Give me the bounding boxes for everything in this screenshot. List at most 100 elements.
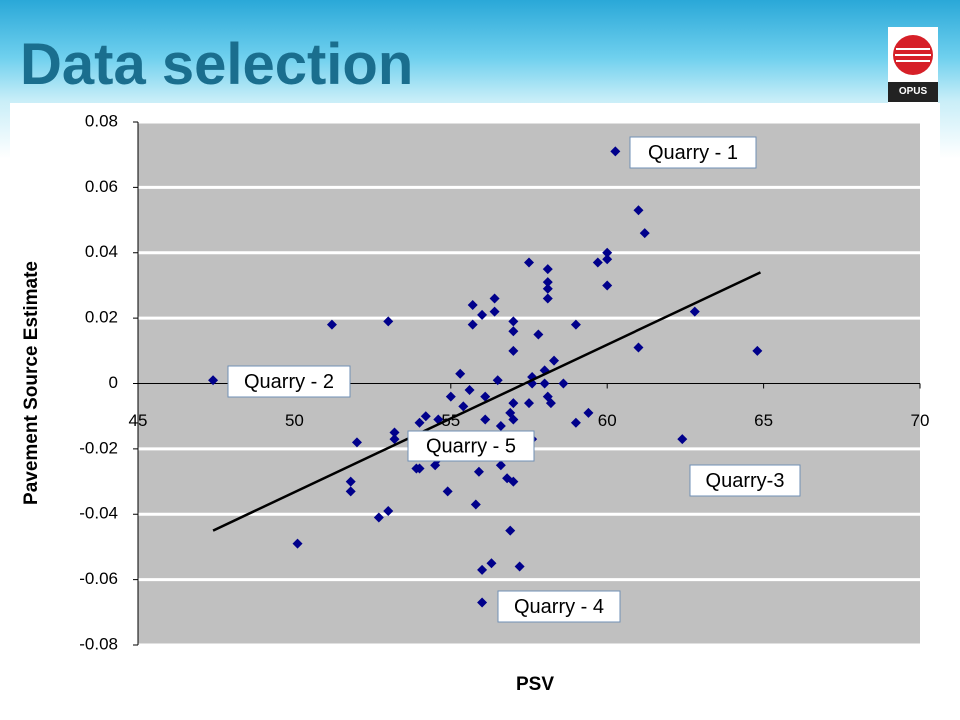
point: [455, 368, 466, 379]
y-axis-label: Pavement Source Estimate: [21, 261, 42, 505]
annotation: Quarry-3: [706, 470, 785, 492]
point: [505, 525, 516, 536]
point: [467, 300, 478, 311]
point: [495, 460, 506, 471]
point: [549, 355, 560, 366]
point: [389, 434, 400, 445]
y-tick-label: 0.04: [85, 242, 118, 261]
point: [442, 486, 453, 497]
point: [633, 205, 644, 216]
annotation-box: [227, 365, 351, 398]
point: [445, 391, 456, 402]
point: [464, 385, 475, 396]
point: [508, 414, 519, 425]
logo-icon: [893, 35, 933, 75]
annotation-box: [497, 590, 621, 623]
y-tick-label: -0.06: [79, 569, 118, 588]
annotation: Quarry - 5: [426, 435, 516, 457]
point: [508, 326, 519, 337]
point: [602, 247, 613, 258]
point: [470, 499, 481, 510]
point: [326, 319, 337, 330]
point: [458, 401, 469, 412]
x-axis-label: PSV: [516, 674, 554, 695]
point: [508, 345, 519, 356]
point: [558, 378, 569, 389]
x-tick-label: 70: [911, 411, 930, 430]
point: [480, 391, 491, 402]
point: [542, 293, 553, 304]
annotation: Quarry - 2: [244, 371, 334, 393]
point: [489, 293, 500, 304]
annotation-box: [689, 464, 801, 497]
y-tick-label: 0.06: [85, 177, 118, 196]
annotation: Quarry - 4: [514, 596, 604, 618]
point: [570, 319, 581, 330]
point: [477, 309, 488, 320]
annotation-box: [407, 430, 535, 462]
point: [583, 407, 594, 418]
point: [633, 342, 644, 353]
point: [489, 306, 500, 317]
point: [486, 558, 497, 569]
y-tick-label: -0.04: [79, 504, 118, 523]
point: [508, 476, 519, 487]
point: [570, 417, 581, 428]
trendline: [212, 271, 762, 532]
point: [477, 597, 488, 608]
point: [373, 512, 384, 523]
point: [467, 319, 478, 330]
annotation: Quarry - 1: [648, 142, 738, 164]
point: [639, 228, 650, 239]
point: [545, 398, 556, 409]
point: [383, 316, 394, 327]
point: [477, 564, 488, 575]
y-tick-label: -0.08: [79, 634, 118, 653]
y-tick-label: 0.08: [85, 111, 118, 130]
y-tick-label: -0.02: [79, 438, 118, 457]
point: [539, 378, 550, 389]
point: [610, 146, 621, 157]
point: [495, 420, 506, 431]
slide-title: Data selection: [20, 32, 414, 97]
point: [602, 254, 613, 265]
point: [473, 466, 484, 477]
logo-text: OPUS: [888, 82, 938, 102]
point: [542, 283, 553, 294]
x-tick-label: 45: [129, 411, 148, 430]
x-tick-label: 50: [285, 411, 304, 430]
point: [508, 398, 519, 409]
y-tick-label: 0: [109, 373, 118, 392]
point: [514, 561, 525, 572]
point: [414, 417, 425, 428]
y-tick-label: 0.02: [85, 308, 118, 327]
point: [542, 264, 553, 275]
point: [602, 280, 613, 291]
point: [351, 437, 362, 448]
point: [480, 414, 491, 425]
point: [533, 329, 544, 340]
point: [689, 306, 700, 317]
point: [752, 345, 763, 356]
point: [508, 316, 519, 327]
point: [542, 277, 553, 288]
point: [677, 434, 688, 445]
point: [420, 411, 431, 422]
point: [345, 486, 356, 497]
point: [430, 460, 441, 471]
point: [383, 505, 394, 516]
point: [592, 257, 603, 268]
point: [524, 257, 534, 268]
point: [389, 427, 400, 438]
point: [414, 463, 425, 474]
point: [345, 476, 356, 487]
annotation-box: [629, 136, 757, 169]
x-tick-label: 65: [754, 411, 773, 430]
point: [492, 375, 503, 386]
point: [292, 538, 303, 549]
point: [524, 398, 534, 409]
point: [208, 375, 219, 386]
x-tick-label: 60: [598, 411, 617, 430]
